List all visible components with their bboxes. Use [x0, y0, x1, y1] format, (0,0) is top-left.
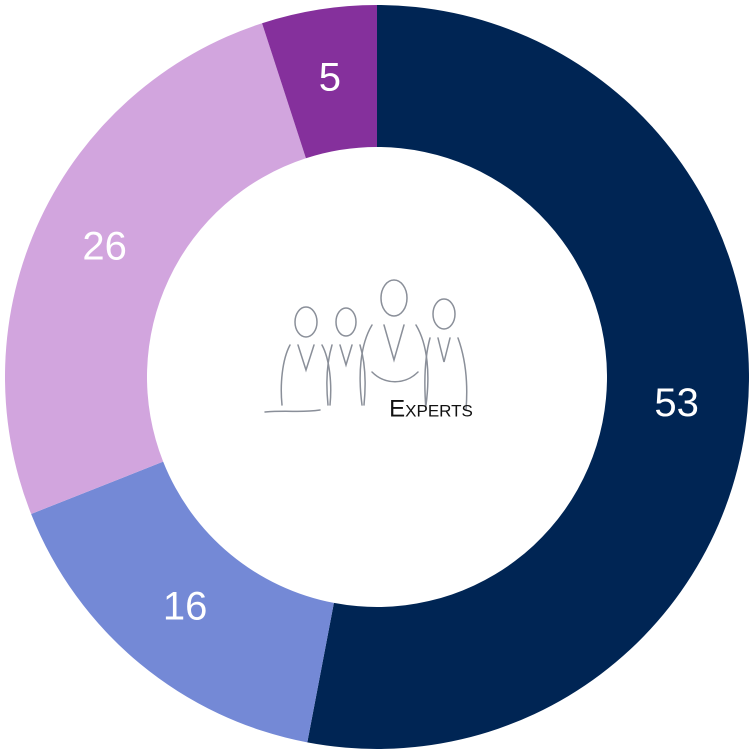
value-label: 53 [654, 381, 699, 425]
donut-segment [262, 4, 377, 159]
value-label: 26 [82, 224, 127, 268]
experts-illustration [264, 279, 468, 413]
donut-segment [5, 23, 306, 514]
value-label: 5 [319, 55, 341, 99]
center-label: Experts [389, 395, 473, 422]
value-label: 16 [163, 584, 208, 628]
donut-segment [31, 461, 334, 743]
donut-segment [307, 5, 750, 749]
